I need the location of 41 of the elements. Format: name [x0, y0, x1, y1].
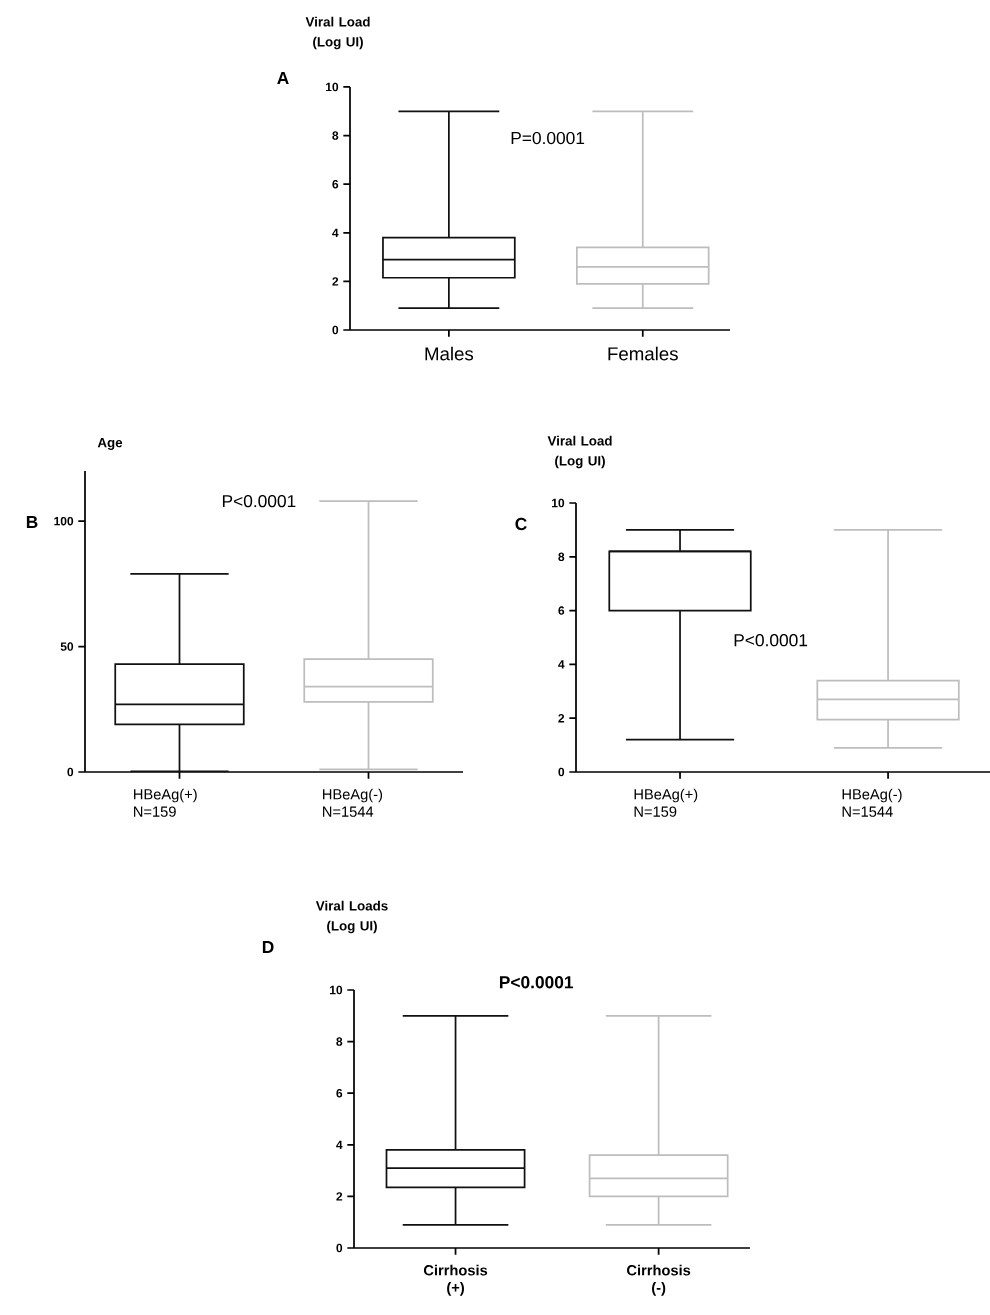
annotation: P=0.0001 — [511, 131, 585, 145]
y-axis-title: Viral Loads (Log UI) — [315, 900, 388, 934]
text: P<0.0001 — [499, 976, 574, 989]
y-tick-label: 8 — [336, 1037, 343, 1046]
y-tick-label: 0 — [558, 767, 565, 777]
x-tick-label: Males — [425, 346, 474, 361]
y-tick-label: 6 — [336, 1088, 343, 1098]
y-axis-title: Viral Load (Log UI) — [547, 435, 612, 469]
annotation: P<0.0001 — [734, 634, 808, 647]
y-axis-title: Age — [97, 437, 123, 450]
y-tick-label: 0 — [336, 1243, 343, 1253]
text: B — [26, 516, 38, 528]
y-tick-label: 6 — [332, 179, 339, 189]
x-tick-label: HBeAg(-) N=1544 — [323, 788, 383, 817]
annotation: P<0.0001 — [222, 494, 296, 508]
y-tick-label: 0 — [67, 767, 74, 777]
y-tick-label: 6 — [558, 606, 565, 615]
y-tick-label: 2 — [332, 277, 339, 286]
y-tick-label: 4 — [336, 1140, 343, 1149]
y-tick-label: 4 — [558, 660, 565, 669]
x-tick-label: HBeAg(-) N=1544 — [842, 788, 902, 817]
y-tick-label: 100 — [54, 516, 74, 526]
y-tick-label: 10 — [330, 985, 343, 995]
chart-title: A — [277, 72, 289, 84]
y-tick-label: 10 — [552, 498, 565, 508]
y-tick-label: 2 — [558, 714, 565, 723]
y-tick-label: 0 — [332, 325, 339, 335]
y-axis-title: Viral Load (Log UI) — [305, 16, 370, 50]
y-tick-label: 8 — [558, 552, 565, 562]
x-tick-label: HBeAg(+) N=159 — [134, 788, 197, 817]
y-tick-label: 10 — [326, 82, 339, 92]
y-tick-label: 4 — [332, 228, 339, 237]
x-tick-label: Cirrhosis (+) — [423, 1264, 488, 1296]
y-tick-label: 2 — [336, 1192, 343, 1201]
x-tick-label: Females — [608, 346, 678, 361]
x-tick-label: HBeAg(+) N=159 — [634, 788, 698, 817]
y-tick-label: 8 — [332, 131, 339, 140]
text: C — [515, 517, 527, 531]
chart-title: D — [262, 941, 274, 953]
y-tick-label: 50 — [60, 642, 74, 651]
x-tick-label: Cirrhosis (-) — [627, 1264, 691, 1296]
